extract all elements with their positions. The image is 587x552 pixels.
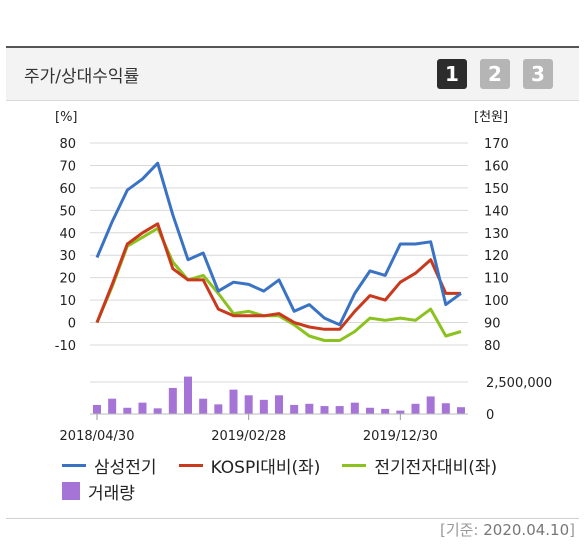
left-tick-label: 60 [59, 182, 76, 197]
page-button-2[interactable]: 2 [480, 59, 510, 89]
series-line-samsung [95, 161, 462, 327]
volume-bar [350, 402, 359, 414]
volume-bar [335, 406, 344, 414]
reference-label: 기준 [445, 521, 474, 539]
volume-bar [138, 402, 147, 414]
right-tick-label: 170 [484, 137, 509, 152]
volume-bar [108, 398, 117, 414]
volume-bar [259, 399, 268, 414]
volume-bar [290, 404, 299, 414]
right-tick-label: 160 [484, 159, 509, 174]
left-tick-label: 70 [59, 159, 76, 174]
reference-date-value: 2020.04.10 [483, 521, 570, 539]
top-border [6, 46, 579, 48]
right-tick-label: 130 [484, 227, 509, 242]
bottom-border [6, 518, 579, 519]
legend-swatch-elec [342, 463, 367, 467]
right-tick-label: 100 [484, 294, 509, 309]
left-tick-label: 50 [59, 204, 76, 219]
page-button-1[interactable]: 1 [437, 59, 467, 89]
volume-bar [123, 407, 132, 414]
left-tick-label: 80 [59, 137, 76, 152]
left-tick-label: 20 [59, 272, 76, 287]
legend-item-volume: 거래량 [62, 479, 135, 504]
volume-bar [153, 408, 162, 414]
volume-bar [168, 387, 177, 414]
legend-item-elec: 전기전자대비(좌) [342, 453, 497, 478]
volume-bar [244, 395, 253, 414]
volume-bar [320, 406, 329, 414]
volume-bar [426, 396, 435, 414]
volume-bar [457, 407, 465, 414]
left-tick-label: 10 [59, 294, 76, 309]
right-axis-unit: [천원] [474, 110, 508, 125]
x-tick-label: 2019/02/28 [211, 429, 286, 444]
legend-item-kospi: KOSPI대비(좌) [178, 453, 321, 478]
right-tick-label: 110 [484, 272, 509, 287]
volume-bar [441, 403, 450, 414]
volume-bar [229, 389, 238, 414]
volume-tick-label: 2,500,000 [486, 376, 552, 391]
right-tick-label: 140 [484, 204, 509, 219]
panel-title: 주가/상대수익률 [24, 67, 140, 87]
right-tick-label: 150 [484, 182, 509, 197]
chart-legend: 삼성전기 KOSPI대비(좌) 전기전자대비(좌) 거래량 [62, 452, 562, 504]
volume-bar [93, 404, 101, 414]
legend-swatch-kospi [178, 463, 203, 467]
volume-bar [396, 410, 405, 414]
right-tick-label: 90 [484, 317, 501, 332]
volume-bar [275, 395, 283, 414]
left-tick-label: 40 [59, 227, 76, 242]
reference-close: ] [569, 521, 575, 539]
left-tick-label: 30 [59, 249, 76, 264]
reference-open: [ [439, 521, 446, 539]
right-tick-label: 80 [484, 339, 501, 354]
volume-bar [366, 407, 374, 414]
volume-bar [214, 404, 223, 414]
volume-tick-label: 0 [486, 408, 494, 423]
legend-swatch-volume [62, 482, 80, 500]
reference-date: [기준: 2020.04.10] [440, 519, 575, 540]
left-tick-label: -10 [55, 339, 76, 354]
volume-bar [305, 403, 314, 414]
legend-label-samsung: 삼성전기 [94, 457, 157, 478]
volume-bar [184, 376, 192, 414]
right-tick-label: 120 [484, 249, 509, 264]
page-button-3[interactable]: 3 [523, 59, 553, 89]
reference-sep: : [473, 521, 484, 539]
legend-swatch-samsung [62, 463, 86, 467]
series-line-kospi [95, 222, 461, 331]
left-axis-unit: [%] [55, 110, 78, 125]
legend-label-kospi: KOSPI대비(좌) [210, 457, 321, 478]
volume-bar [199, 398, 208, 414]
x-tick-label: 2019/12/30 [363, 429, 438, 444]
page-selector: 1 2 3 [437, 59, 553, 89]
legend-label-elec: 전기전자대비(좌) [374, 457, 498, 478]
legend-item-samsung: 삼성전기 [62, 453, 157, 478]
legend-label-volume: 거래량 [88, 483, 135, 504]
volume-bar [381, 408, 390, 414]
x-tick-label: 2018/04/30 [60, 429, 135, 444]
left-tick-label: 0 [68, 317, 76, 332]
panel-header: 주가/상대수익률 1 2 3 [6, 48, 579, 101]
volume-bar [411, 403, 420, 414]
